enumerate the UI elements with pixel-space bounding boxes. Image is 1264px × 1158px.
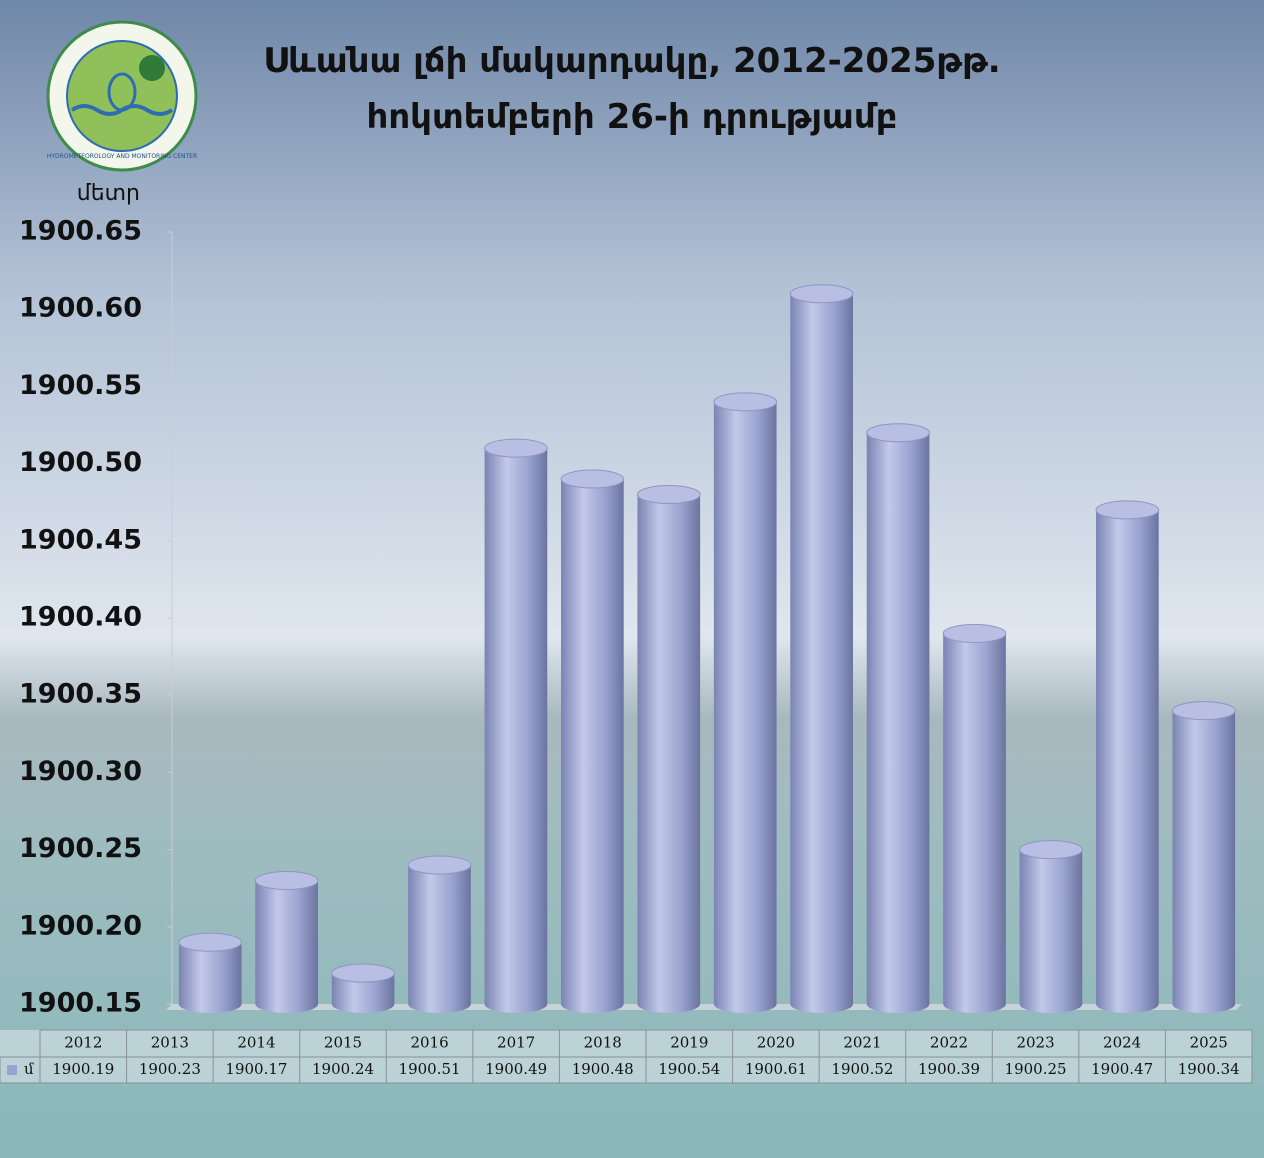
bar: [790, 284, 853, 1013]
bar-cap: [942, 623, 1007, 643]
bar-cap: [789, 284, 854, 304]
legend-label: մ: [24, 1060, 34, 1078]
x-tick-label: 2025: [1190, 1034, 1228, 1052]
bar: [713, 392, 777, 1014]
x-tick-label: 2013: [151, 1034, 189, 1052]
x-tick-label: 2018: [584, 1034, 622, 1052]
data-label: 1900.25: [1005, 1060, 1067, 1078]
bar: [408, 856, 471, 1013]
data-label: 1900.49: [485, 1060, 547, 1078]
data-label: 1900.34: [1178, 1060, 1240, 1078]
bar-cap: [178, 932, 243, 952]
bar: [943, 624, 1006, 1013]
data-label: 1900.39: [918, 1060, 980, 1078]
y-tick-label: 1900.45: [19, 524, 142, 555]
bar-cap: [560, 469, 625, 489]
x-tick-label: 2016: [410, 1034, 448, 1052]
y-tick-label: 1900.25: [19, 833, 142, 864]
bar: [1019, 840, 1083, 1013]
y-tick-label: 1900.35: [19, 679, 142, 710]
x-tick-label: 2012: [64, 1034, 102, 1052]
chart-title: Սևանա լճի մակարդակը, 2012-2025թթ.: [263, 41, 1000, 81]
bar: [561, 470, 624, 1013]
bar: [637, 485, 701, 1013]
bar: [1096, 500, 1159, 1013]
x-tick-label: 2015: [324, 1034, 362, 1052]
bar-cap: [866, 423, 930, 443]
data-label: 1900.54: [658, 1060, 720, 1078]
x-tick-label: 2021: [843, 1034, 881, 1052]
y-tick-label: 1900.15: [19, 988, 142, 1019]
x-tick-label: 2019: [670, 1034, 708, 1052]
data-label: 1900.17: [225, 1060, 287, 1078]
data-label: 1900.24: [312, 1060, 374, 1078]
y-tick-label: 1900.55: [19, 370, 142, 401]
bar-cap: [713, 392, 778, 412]
x-tick-label: 2022: [930, 1034, 968, 1052]
bar-cap: [1171, 701, 1236, 721]
x-tick-label: 2014: [237, 1034, 275, 1052]
y-tick-label: 1900.65: [19, 216, 142, 247]
x-tick-label: 2020: [757, 1034, 795, 1052]
y-tick-label: 1900.40: [19, 602, 142, 633]
logo-text: HYDROMETEOROLOGY AND MONITORING CENTER: [47, 153, 197, 160]
bar-cap: [484, 438, 548, 458]
x-tick-label: 2024: [1103, 1034, 1141, 1052]
y-axis-label: մետր: [77, 181, 140, 206]
y-tick-label: 1900.60: [19, 293, 142, 324]
y-tick-label: 1900.20: [19, 910, 142, 941]
legend-key: [7, 1065, 17, 1075]
chart-subtitle: հոկտեմբերի 26-ի դրությամբ: [366, 97, 897, 137]
bar: [866, 423, 930, 1014]
data-label: 1900.51: [399, 1060, 461, 1078]
bar-cap: [254, 870, 319, 890]
data-label: 1900.52: [831, 1060, 893, 1078]
x-tick-label: 2023: [1016, 1034, 1054, 1052]
bar-cap: [1095, 500, 1160, 520]
y-tick-label: 1900.30: [19, 756, 142, 787]
data-label: 1900.19: [52, 1060, 114, 1078]
bar: [255, 871, 318, 1013]
x-tick-label: 2017: [497, 1034, 535, 1052]
bar-cap: [331, 963, 395, 983]
bar-cap: [636, 484, 701, 504]
logo: HYDROMETEOROLOGY AND MONITORING CENTER: [46, 20, 198, 172]
data-label: 1900.48: [572, 1060, 634, 1078]
bar: [1172, 701, 1236, 1013]
bar: [178, 933, 242, 1013]
bar: [484, 439, 548, 1013]
y-tick-label: 1900.50: [19, 447, 142, 478]
data-label: 1900.47: [1091, 1060, 1153, 1078]
bar-cap: [1019, 840, 1083, 860]
bar-cap: [407, 855, 472, 875]
data-label: 1900.23: [139, 1060, 201, 1078]
data-label: 1900.61: [745, 1060, 807, 1078]
